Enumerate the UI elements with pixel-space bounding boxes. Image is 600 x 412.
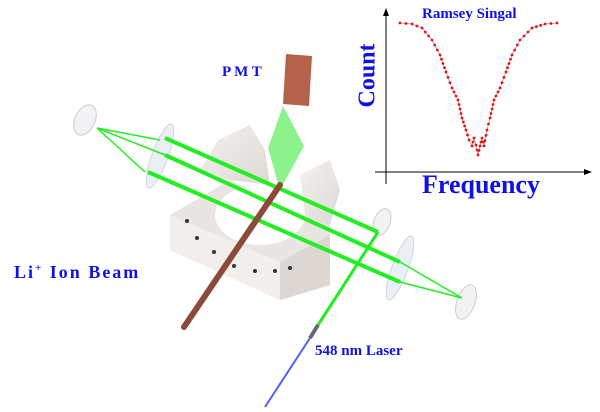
signal-point (476, 153, 480, 157)
plot-title: Ramsey Singal (422, 6, 517, 22)
signal-point (398, 21, 402, 25)
signal-points (398, 21, 559, 157)
signal-point (459, 112, 463, 115)
signal-point (456, 98, 460, 102)
signal-point (530, 26, 534, 30)
signal-point (466, 133, 469, 137)
signal-point (506, 66, 509, 70)
signal-point (490, 107, 494, 111)
signal-point (510, 53, 514, 57)
signal-point (440, 57, 443, 61)
signal-point (450, 86, 454, 90)
signal-point (539, 23, 543, 27)
laser-label: 548 nm Laser (315, 343, 403, 359)
signal-point (483, 139, 487, 143)
signal-point (463, 124, 467, 128)
optical-fiber (308, 323, 320, 340)
signal-point (522, 34, 526, 38)
signal-point (433, 43, 437, 47)
signal-point (491, 103, 495, 106)
signal-point (430, 38, 434, 42)
signal-point (481, 140, 485, 144)
signal-point (461, 120, 465, 124)
ion-beam-label-charge: + (35, 262, 44, 274)
inset-plot (375, 8, 592, 184)
signal-point (498, 86, 502, 90)
laser-beams (96, 127, 463, 326)
signal-point (404, 22, 408, 25)
signal-point (543, 22, 547, 26)
fluorescence-cone (268, 106, 304, 190)
signal-point (489, 112, 493, 115)
ion-beam-label-text: Ion Beam (43, 262, 141, 282)
signal-point (513, 48, 517, 52)
signal-point (443, 66, 446, 70)
y-axis-label: Count (354, 43, 381, 108)
signal-point (500, 81, 504, 85)
signal-point (526, 30, 530, 34)
ion-beam-label-prefix: Li (14, 262, 36, 282)
signal-point (555, 21, 559, 25)
signal-point (464, 128, 468, 132)
signal-point (482, 144, 486, 148)
signal-point (477, 149, 481, 152)
signal-point (458, 107, 462, 111)
signal-point (467, 138, 471, 142)
signal-point (423, 30, 427, 34)
signal-point (452, 90, 456, 94)
signal-point (515, 43, 519, 47)
pmt-detector (283, 54, 312, 106)
signal-point (435, 48, 439, 52)
signal-point (457, 103, 461, 106)
x-axis-label: Frequency (422, 170, 540, 199)
signal-point (507, 62, 511, 65)
signal-point (441, 62, 445, 65)
signal-point (479, 140, 483, 144)
signal-point (446, 75, 450, 79)
signal-point (415, 24, 419, 28)
signal-point (420, 26, 424, 30)
ion-beam-rod (181, 182, 283, 330)
pmt-label: P M T (222, 64, 262, 80)
left-lens (145, 123, 175, 189)
signal-point (448, 81, 452, 85)
signal-point (496, 90, 500, 94)
signal-point (470, 144, 474, 148)
right-lens (385, 235, 415, 301)
signal-point (480, 136, 484, 140)
signal-point (509, 57, 512, 61)
signal-point (502, 75, 506, 79)
signal-point (474, 143, 478, 147)
signal-point (534, 25, 538, 29)
signal-point (444, 70, 448, 74)
left-mirror (73, 104, 97, 136)
signal-point (494, 94, 498, 98)
signal-point (438, 53, 442, 57)
signal-point (460, 116, 464, 120)
signal-curve (399, 22, 558, 156)
signal-point (492, 98, 496, 102)
laser-fiber (264, 337, 311, 408)
signal-point (485, 128, 489, 132)
signal-point (454, 94, 458, 98)
right-mirror (455, 284, 477, 320)
signal-point (518, 38, 522, 42)
signal-point (549, 22, 553, 25)
signal-point (484, 133, 488, 137)
signal-point (504, 70, 508, 74)
signal-point (427, 34, 431, 38)
signal-point (488, 116, 492, 120)
right-upper-mirror (372, 208, 392, 236)
signal-point (471, 140, 475, 144)
signal-point (410, 22, 414, 26)
signal-point (472, 136, 476, 140)
ion-beam-label: Li+ Ion Beam (14, 262, 140, 283)
signal-point (487, 122, 490, 126)
signal-point (478, 144, 482, 148)
